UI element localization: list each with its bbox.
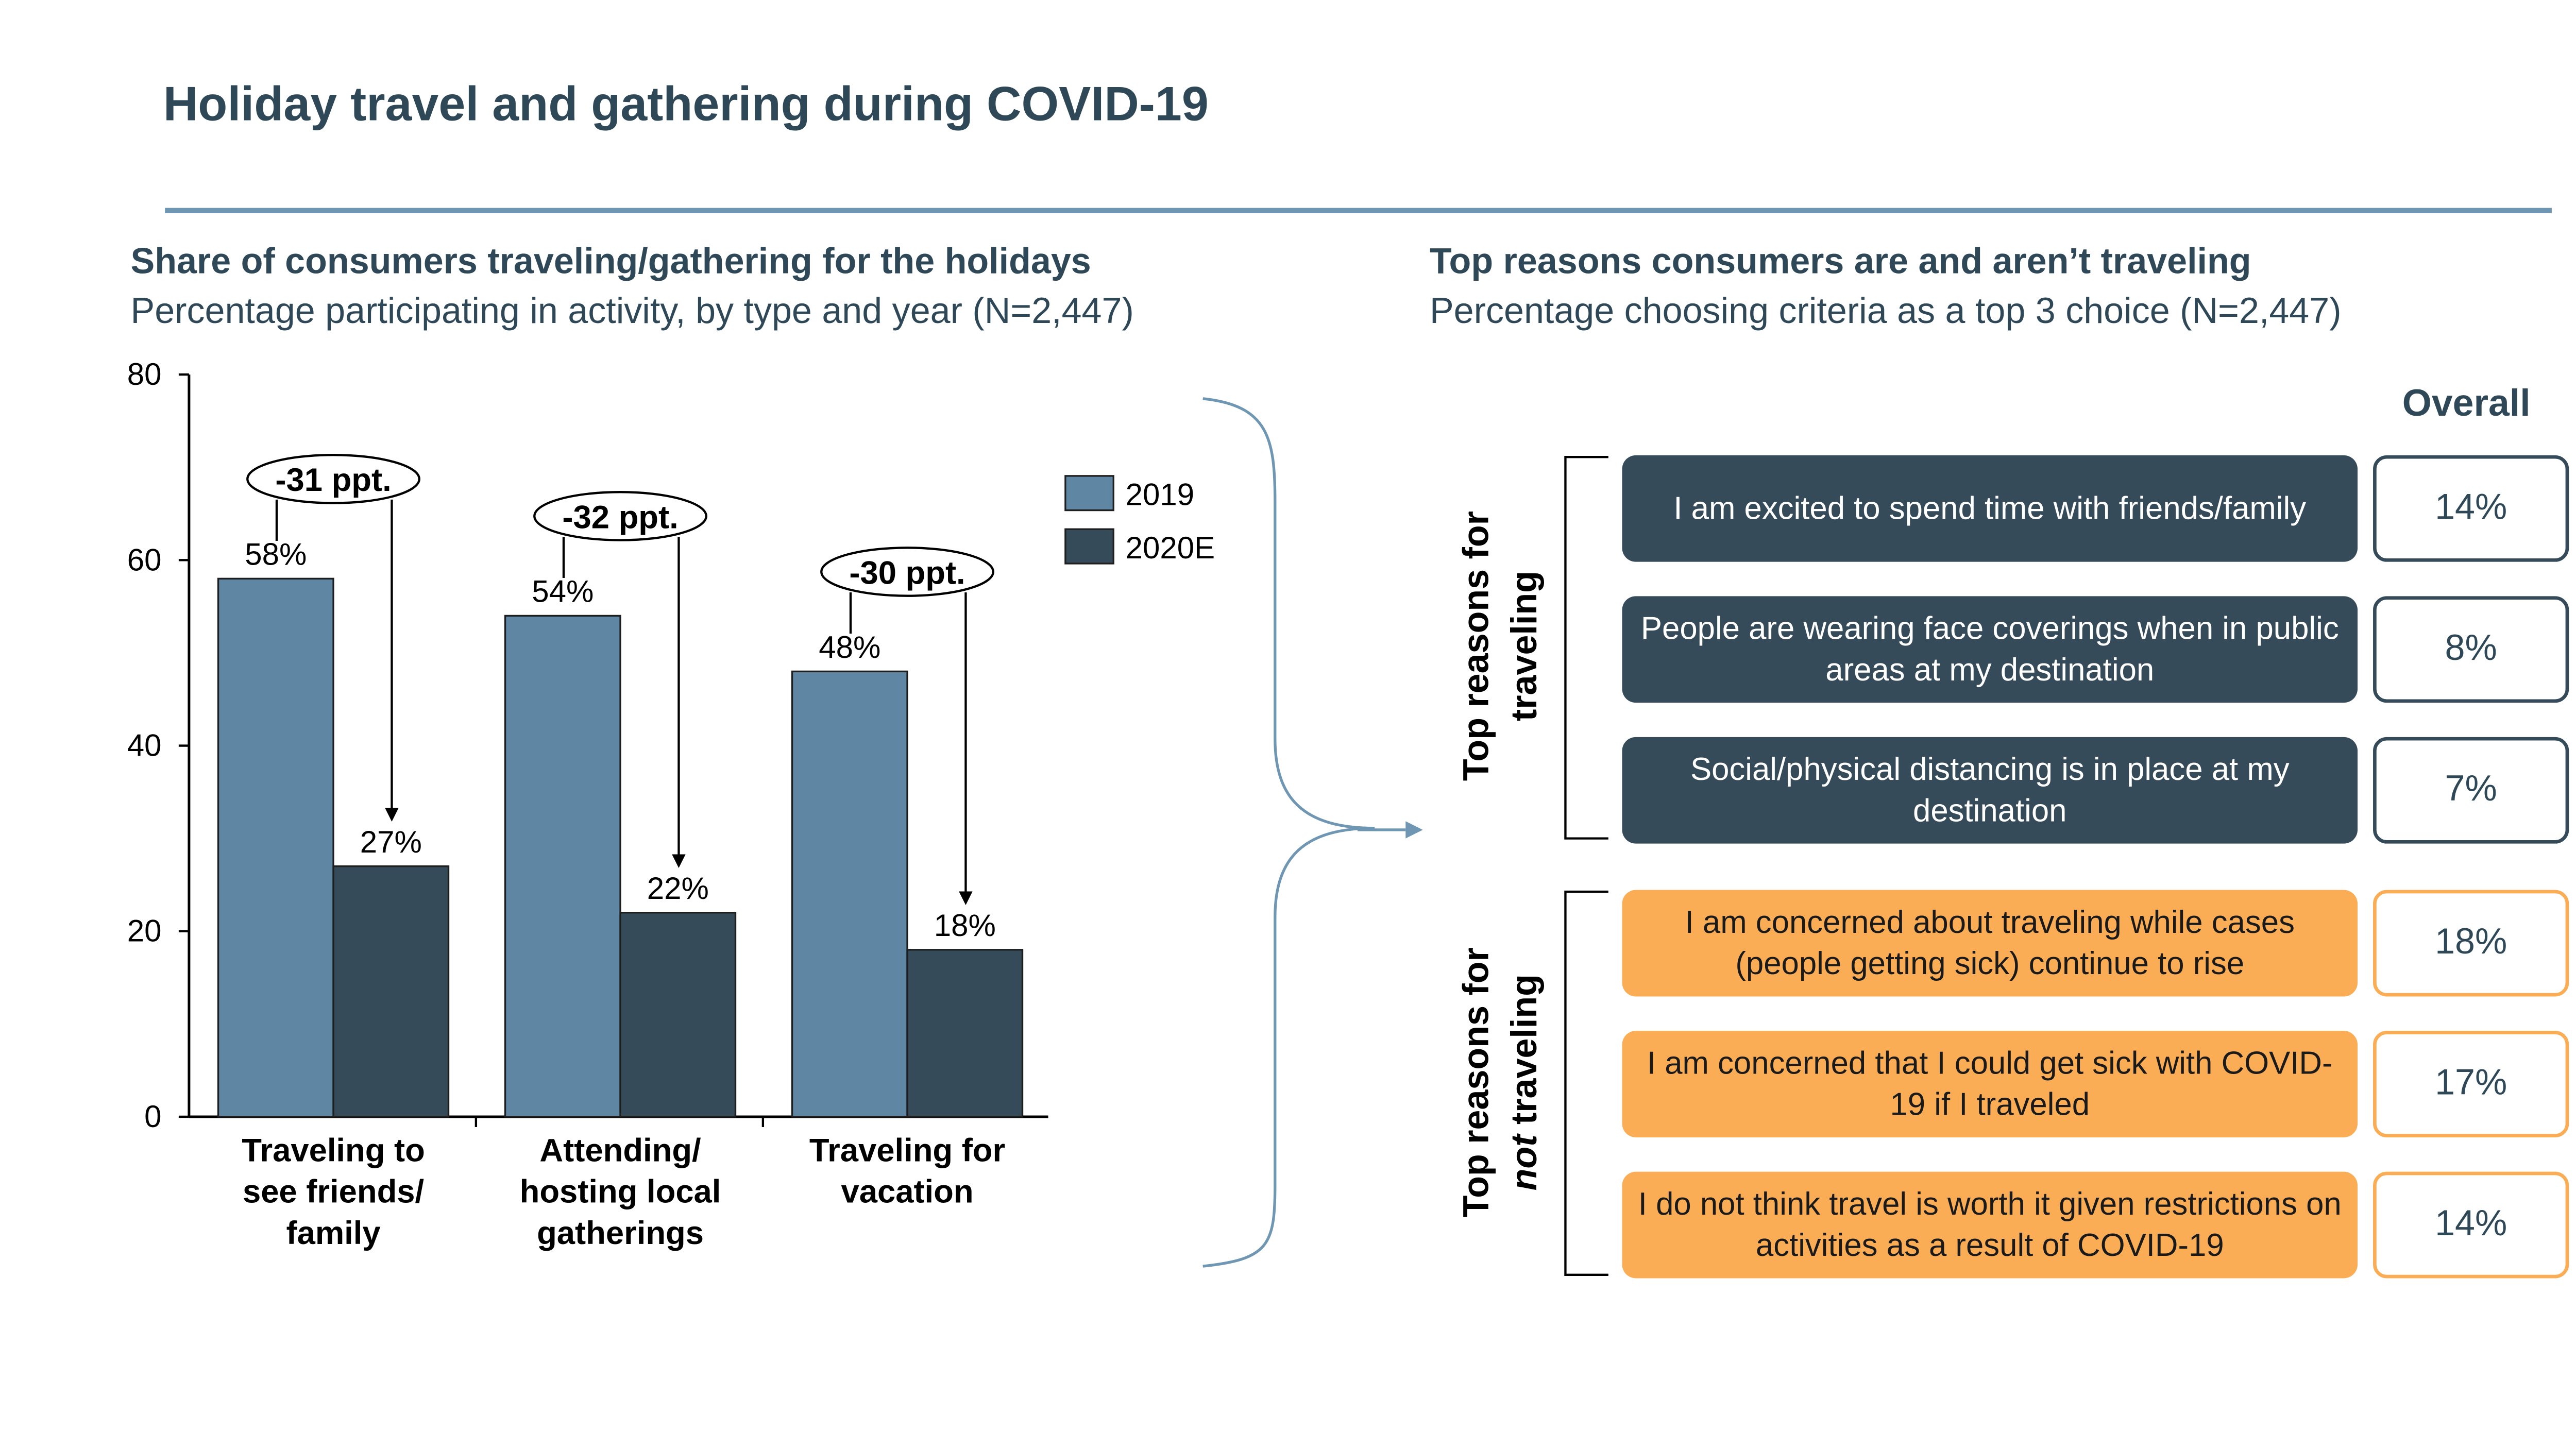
category-label-line: gatherings [537, 1215, 704, 1251]
bar-data-label: 58% [245, 537, 307, 572]
category-label-line: family [286, 1215, 380, 1251]
y-tick-label: 20 [127, 914, 162, 948]
annotation-label: -32 ppt. [562, 499, 678, 535]
overall-label: Overall [2402, 381, 2531, 424]
bar-data-label: 48% [819, 630, 880, 665]
reason-pct-not-traveling-1: 18% [2373, 890, 2569, 997]
bar [906, 949, 1024, 1118]
reason-pct-traveling-1: 14% [2373, 455, 2569, 562]
group-brackets [1564, 456, 1608, 1276]
reason-pct-traveling-2: 8% [2373, 596, 2569, 703]
bar [791, 670, 908, 1118]
chart-subheading: Percentage participating in activity, by… [130, 292, 1134, 332]
bar [217, 577, 334, 1118]
reason-box-traveling-3: Social/physical distancing is in place a… [1622, 737, 2358, 844]
category-label-line: vacation [841, 1174, 974, 1210]
annotation-ellipse [820, 547, 994, 597]
reason-box-traveling-2: People are wearing face coverings when i… [1622, 596, 2358, 703]
category-label-line: Traveling for [809, 1133, 1005, 1169]
bracket-connector [1202, 397, 1375, 1268]
reason-box-not-traveling-2: I am concerned that I could get sick wit… [1622, 1031, 2358, 1137]
legend-label: 2020E [1126, 531, 1215, 565]
page-title: Holiday travel and gathering during COVI… [163, 77, 1209, 131]
category-label: Traveling for vacation [809, 1133, 1005, 1210]
reasons-subheading: Percentage choosing criteria as a top 3 … [1429, 292, 2342, 332]
title-divider [165, 208, 2552, 213]
annotation-ellipse [533, 491, 707, 541]
connector-arrow-head [1405, 821, 1423, 839]
group-label-traveling: Top reasons for traveling [1457, 511, 1545, 781]
category-label-line: hosting local [520, 1174, 721, 1210]
category-label: Traveling to see friends/family [242, 1133, 425, 1251]
traveling-bracket [1564, 456, 1608, 840]
reason-box-not-traveling-1: I am concerned about traveling while cas… [1622, 890, 2358, 997]
not-traveling-bracket [1564, 890, 1608, 1276]
bar-data-label: 18% [934, 908, 996, 943]
category-label: Attending/hosting local gatherings [520, 1133, 721, 1251]
annotation-label: -30 ppt. [849, 555, 965, 591]
y-tick-label: 80 [127, 357, 162, 391]
reason-pct-not-traveling-2: 17% [2373, 1031, 2569, 1137]
group-label-not-traveling: Top reasons for not traveling [1457, 947, 1545, 1218]
bar [619, 912, 737, 1118]
reason-pct-not-traveling-3: 14% [2373, 1171, 2569, 1279]
annotation-ellipse [246, 454, 420, 504]
bar-data-label: 27% [360, 825, 422, 859]
annotation-label: -31 ppt. [275, 462, 391, 498]
category-label-line: Traveling to [242, 1133, 425, 1169]
bar [332, 865, 450, 1118]
reason-box-not-traveling-3: I do not think travel is worth it given … [1622, 1171, 2358, 1279]
reasons-heading: Top reasons consumers are and aren’t tra… [1429, 242, 2251, 282]
bar [504, 615, 621, 1118]
category-label-line: Attending/ [539, 1133, 701, 1169]
legend-label: 2019 [1126, 478, 1195, 512]
bar-data-label: 22% [647, 871, 709, 906]
y-tick-label: 60 [127, 542, 162, 577]
chart-heading: Share of consumers traveling/gathering f… [130, 242, 1091, 282]
bar-chart: 0 20 40 60 80 58% 54% 48% 27% 22% 18% -31 ppt. -32… [127, 357, 1423, 1268]
y-tick-label: 0 [144, 1099, 161, 1134]
category-label-line: see friends/ [243, 1174, 424, 1210]
legend-swatch [1064, 528, 1114, 565]
bar-data-label: 54% [532, 574, 594, 609]
legend-swatch [1064, 475, 1114, 512]
reason-pct-traveling-3: 7% [2373, 737, 2569, 844]
y-tick-label: 40 [127, 728, 162, 763]
reason-box-traveling-1: I am excited to spend time with friends/… [1622, 455, 2358, 562]
